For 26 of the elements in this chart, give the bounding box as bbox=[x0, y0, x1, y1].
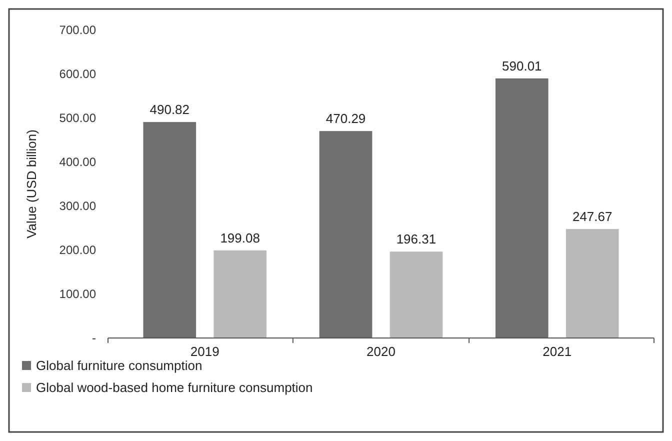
bar bbox=[566, 229, 619, 338]
y-tick-label: 600.00 bbox=[59, 67, 96, 81]
bar bbox=[143, 122, 196, 338]
data-label: 199.08 bbox=[220, 230, 260, 246]
y-tick-label: 100.00 bbox=[59, 287, 96, 301]
legend-label: Global wood-based home furniture consumption bbox=[36, 380, 313, 395]
data-label: 490.82 bbox=[150, 102, 190, 118]
y-tick-label: 700.00 bbox=[59, 23, 96, 37]
bar bbox=[214, 250, 267, 338]
y-axis-title: Value (USD billion) bbox=[24, 130, 39, 238]
data-label: 590.01 bbox=[502, 58, 542, 74]
bar bbox=[495, 78, 548, 338]
y-tick-label: 200.00 bbox=[59, 243, 96, 257]
data-label: 470.29 bbox=[326, 111, 366, 126]
data-label: 196.31 bbox=[396, 232, 436, 247]
y-tick-label: 300.00 bbox=[59, 199, 96, 213]
y-tick-label: 400.00 bbox=[59, 155, 96, 169]
x-tick-label: 2019 bbox=[190, 344, 220, 359]
bar bbox=[319, 131, 372, 338]
y-tick-label: 500.00 bbox=[59, 111, 96, 125]
x-tick-label: 2021 bbox=[542, 344, 572, 359]
bar bbox=[390, 252, 443, 338]
x-tick-label: 2020 bbox=[366, 344, 396, 359]
legend-label: Global furniture consumption bbox=[36, 358, 202, 373]
y-tick-label: - bbox=[92, 331, 96, 345]
data-label: 247.67 bbox=[572, 209, 612, 224]
